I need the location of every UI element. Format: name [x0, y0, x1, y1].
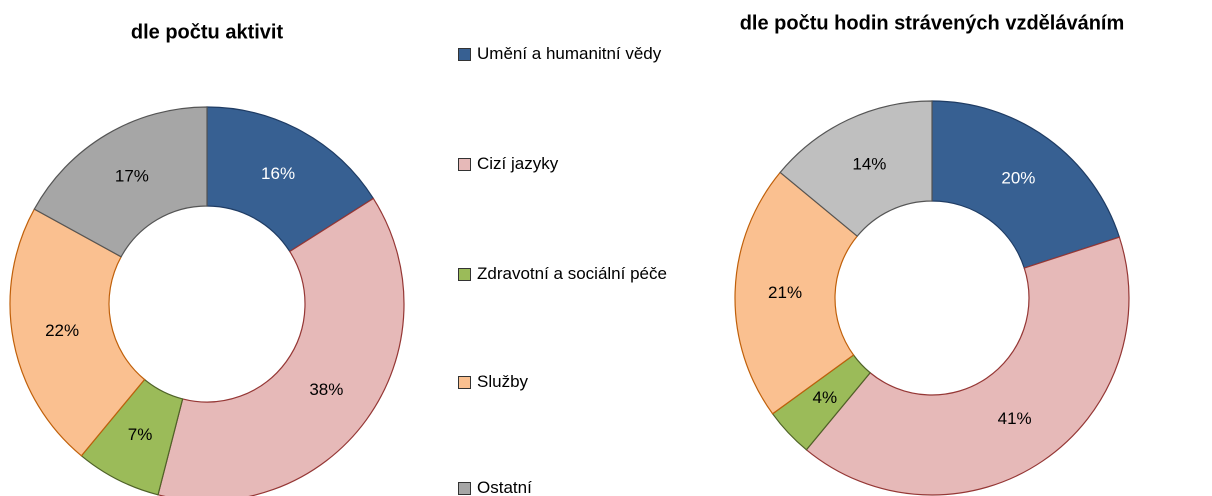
legend-swatch [458, 268, 471, 281]
data-label: 41% [998, 409, 1032, 428]
legend-swatch [458, 48, 471, 61]
chart-title: dle počtu aktivit [131, 21, 284, 43]
legend-item: Služby [458, 372, 677, 392]
donut-segment [805, 236, 1130, 496]
donut-segment [33, 106, 208, 258]
legend-item: Umění a humanitní vědy [458, 44, 677, 64]
data-label: 14% [852, 154, 886, 173]
legend-label: Ostatní [477, 478, 532, 496]
legend-item: Zdravotní a sociální péče [458, 264, 677, 284]
legend-label: Umění a humanitní vědy [477, 44, 662, 63]
chart-title: dle počtu hodin strávených vzděláváním [740, 12, 1125, 34]
donut-segment [9, 208, 146, 457]
donut-segment [734, 171, 859, 415]
data-label: 16% [261, 164, 295, 183]
donut-segment [779, 100, 933, 238]
legend-item: Ostatní [458, 478, 677, 496]
donut-segment [931, 100, 1121, 269]
data-label: 17% [115, 167, 149, 186]
legend-item: Cizí jazyky [458, 154, 677, 174]
data-label: 7% [128, 425, 153, 444]
data-label: 22% [45, 321, 79, 340]
data-label: 20% [1001, 169, 1035, 188]
legend-label: Služby [477, 372, 529, 391]
legend-label: Zdravotní a sociální péče [477, 264, 667, 283]
donut-segment [157, 197, 405, 496]
data-label: 21% [768, 283, 802, 302]
legend-swatch [458, 158, 471, 171]
data-label: 4% [813, 388, 838, 407]
legend-label: Cizí jazyky [477, 154, 559, 173]
legend-swatch [458, 376, 471, 389]
donut-segment [206, 106, 375, 253]
data-label: 38% [309, 380, 343, 399]
legend-swatch [458, 482, 471, 495]
